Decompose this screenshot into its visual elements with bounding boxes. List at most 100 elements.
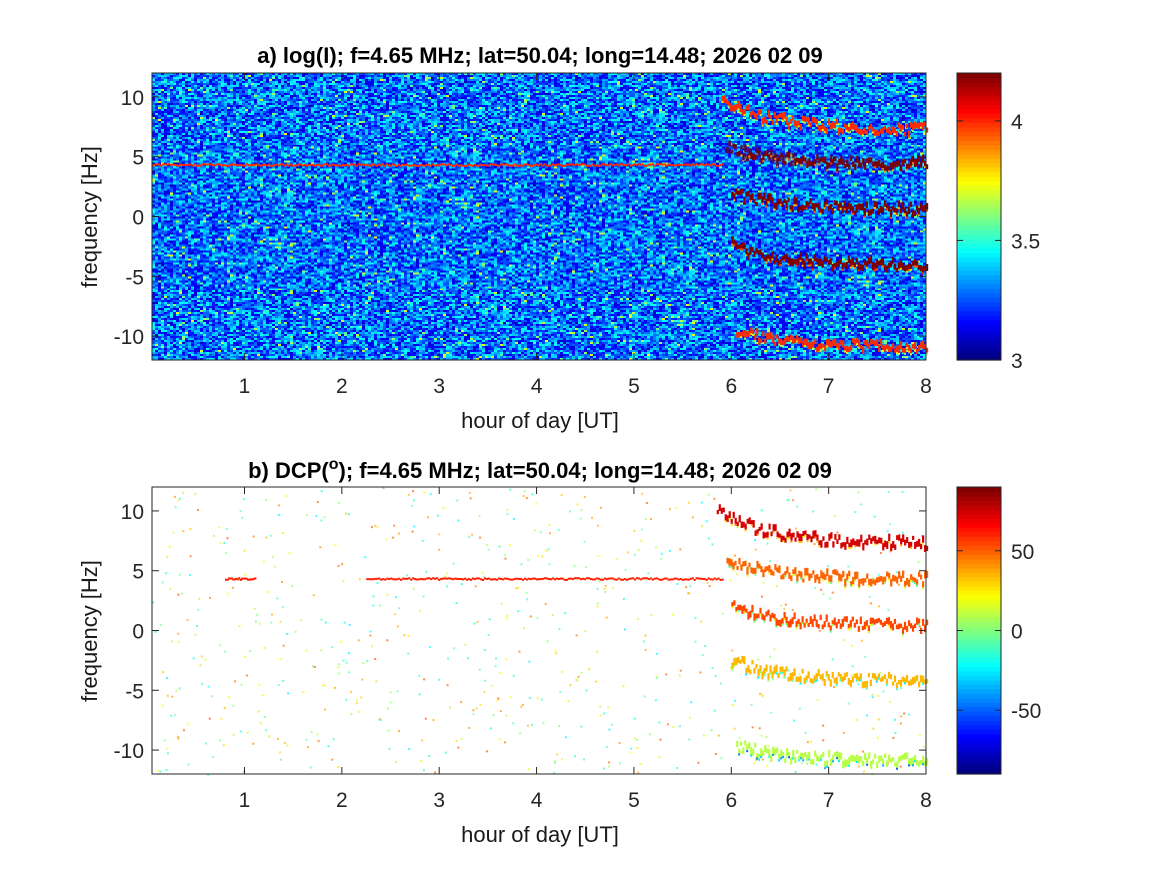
- feature-cell: [842, 570, 845, 578]
- speckle: [678, 674, 681, 677]
- feature-cell: [725, 98, 728, 105]
- x-tick-label: 8: [920, 789, 932, 812]
- speckle: [796, 505, 799, 508]
- speckle: [733, 554, 736, 557]
- feature-cell: [748, 567, 751, 570]
- feature-cell: [753, 112, 756, 118]
- feature-cell: [427, 163, 430, 166]
- feature-cell: [823, 126, 826, 132]
- feature-cell: [846, 579, 849, 582]
- feature-cell: [747, 252, 750, 260]
- feature-cell: [851, 676, 854, 683]
- speckle: [218, 739, 221, 742]
- feature-cell: [891, 126, 895, 134]
- feature-cell: [758, 337, 761, 346]
- feature-cell: [797, 120, 800, 126]
- feature-cell: [846, 345, 849, 353]
- feature-cell: [319, 164, 323, 167]
- speckle: [530, 723, 533, 726]
- feature-cell: [603, 163, 606, 166]
- speckle: [705, 520, 708, 523]
- feature-cell: [755, 664, 758, 669]
- feature-cell: [836, 751, 839, 758]
- speckle: [170, 714, 173, 717]
- feature-cell: [471, 577, 475, 580]
- feature-cell: [875, 618, 879, 624]
- speckle: [490, 684, 493, 687]
- feature-cell: [825, 671, 828, 676]
- speckle: [836, 534, 839, 537]
- feature-cell: [824, 767, 827, 770]
- speckle: [446, 572, 449, 575]
- speckle: [806, 762, 809, 765]
- speckle: [894, 732, 897, 735]
- speckle: [847, 565, 850, 568]
- feature-cell: [762, 331, 765, 337]
- feature-cell: [794, 158, 797, 166]
- speckle: [375, 680, 378, 683]
- feature-cell: [911, 625, 915, 632]
- feature-cell: [883, 674, 887, 680]
- feature-cell: [846, 536, 849, 544]
- feature-cell: [921, 272, 924, 275]
- feature-cell: [483, 577, 487, 580]
- feature-cell: [897, 262, 901, 269]
- feature-cell: [882, 764, 885, 767]
- feature-cell: [875, 201, 879, 209]
- speckle: [654, 699, 657, 702]
- speckle: [218, 644, 221, 647]
- speckle: [831, 591, 834, 594]
- feature-cell: [451, 164, 454, 167]
- feature-cell: [912, 580, 915, 583]
- feature-cell: [339, 164, 343, 167]
- speckle: [633, 717, 636, 720]
- feature-cell: [569, 577, 573, 580]
- feature-cell: [804, 752, 807, 757]
- feature-cell: [543, 577, 547, 580]
- colorbar-segment: [957, 751, 1001, 757]
- feature-cell: [830, 162, 833, 165]
- colorbar-segment: [957, 513, 1001, 519]
- feature-cell: [856, 571, 859, 579]
- speckle: [842, 731, 845, 734]
- speckle: [376, 582, 379, 585]
- feature-cell: [736, 740, 739, 748]
- feature-cell: [751, 659, 754, 665]
- feature-cell: [802, 752, 805, 760]
- x-tick-label: 6: [725, 789, 737, 812]
- speckle: [623, 628, 626, 631]
- feature-cell: [747, 665, 750, 673]
- feature-cell: [398, 577, 401, 580]
- feature-cell: [454, 577, 457, 580]
- speckle: [780, 533, 783, 536]
- feature-cell: [836, 539, 839, 545]
- feature-cell: [815, 257, 818, 263]
- feature-cell: [917, 207, 921, 215]
- panel-a-colorbar-frame: [956, 72, 1002, 361]
- feature-cell: [475, 577, 479, 580]
- feature-cell: [739, 604, 742, 611]
- speckle: [269, 534, 272, 537]
- feature-cell: [808, 751, 811, 759]
- feature-cell: [745, 248, 748, 255]
- feature-cell: [792, 336, 795, 344]
- feature-cell: [803, 677, 806, 685]
- feature-cell: [863, 621, 866, 630]
- feature-cell: [898, 756, 901, 763]
- feature-cell: [499, 163, 502, 166]
- feature-cell: [742, 747, 745, 755]
- feature-cell: [862, 158, 865, 164]
- speckle: [196, 508, 199, 511]
- feature-cell: [885, 265, 889, 273]
- feature-cell: [428, 577, 431, 580]
- feature-cell: [858, 346, 861, 349]
- feature-cell: [863, 127, 867, 134]
- panel-b-title-suffix: ); f=4.65 MHz; lat=50.04; long=14.48; 20…: [339, 458, 832, 483]
- speckle: [660, 557, 663, 560]
- colorbar-segment: [957, 117, 1001, 123]
- feature-cell: [808, 534, 811, 539]
- speckle: [311, 665, 314, 668]
- colorbar-tick-label: 4: [1011, 111, 1023, 134]
- speckle: [784, 603, 787, 606]
- feature-cell: [473, 578, 477, 581]
